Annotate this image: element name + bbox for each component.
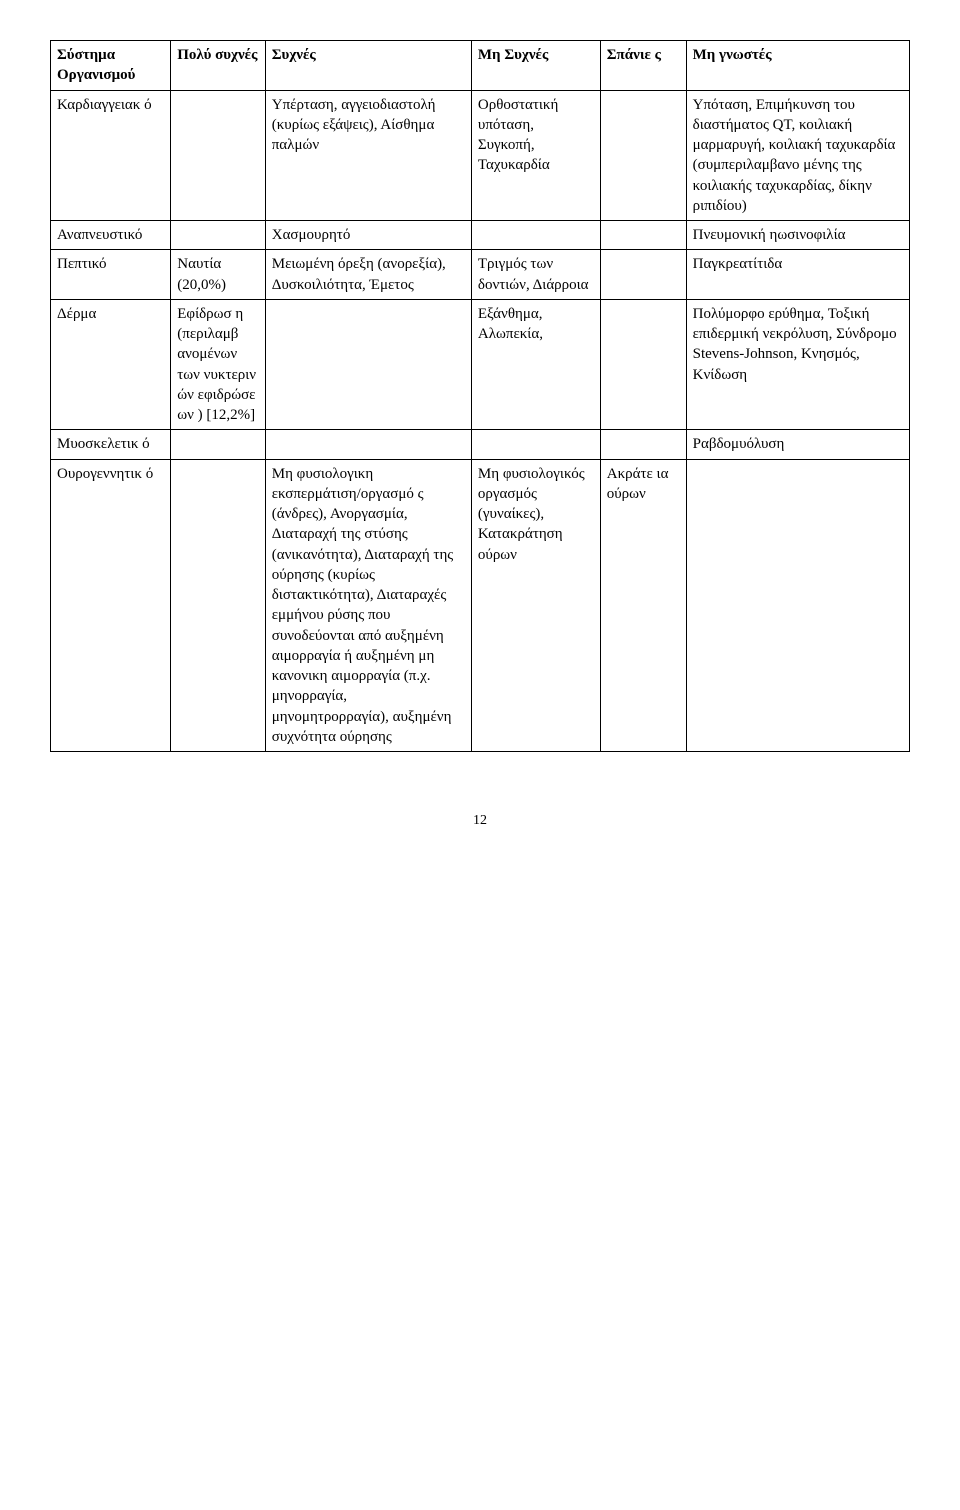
cell-rare: [600, 250, 686, 300]
cell-verycommon: Ναυτία (20,0%): [171, 250, 265, 300]
cell-common: Μειωμένη όρεξη (ανορεξία), Δυσκοιλιότητα…: [265, 250, 471, 300]
cell-uncommon: Τριγμός των δοντιών, Διάρροια: [471, 250, 600, 300]
cell-rare: [600, 90, 686, 221]
cell-verycommon: [171, 90, 265, 221]
cell-system: Δέρμα: [51, 299, 171, 430]
cell-system: Μυοσκελετικ ό: [51, 430, 171, 459]
cell-system: Πεπτικό: [51, 250, 171, 300]
header-system: Σύστημα Οργανισμού: [51, 41, 171, 91]
cell-unknown: Πνευμονική ηωσινοφιλία: [686, 221, 909, 250]
header-very-common: Πολύ συχνές: [171, 41, 265, 91]
cell-system: Καρδιαγγειακ ό: [51, 90, 171, 221]
adverse-effects-table: Σύστημα Οργανισμού Πολύ συχνές Συχνές Μη…: [50, 40, 910, 752]
cell-common: [265, 430, 471, 459]
page-number: 12: [50, 812, 910, 831]
cell-unknown: Υπόταση, Επιμήκυνση του διαστήματος QT, …: [686, 90, 909, 221]
cell-system: Ουρογεννητικ ό: [51, 459, 171, 752]
cell-verycommon: [171, 430, 265, 459]
cell-verycommon: Εφίδρωσ η (περιλαμβ ανομένων των νυκτερι…: [171, 299, 265, 430]
cell-unknown: Πολύμορφο ερύθημα, Τοξική επιδερμική νεκ…: [686, 299, 909, 430]
cell-unknown: [686, 459, 909, 752]
cell-rare: Ακράτε ια ούρων: [600, 459, 686, 752]
cell-verycommon: [171, 221, 265, 250]
cell-common: Μη φυσιολογικη εκσπερμάτιση/οργασμό ς (ά…: [265, 459, 471, 752]
table-row: Δέρμα Εφίδρωσ η (περιλαμβ ανομένων των ν…: [51, 299, 910, 430]
cell-uncommon: Εξάνθημα, Αλωπεκία,: [471, 299, 600, 430]
cell-verycommon: [171, 459, 265, 752]
cell-unknown: Παγκρεατίτιδα: [686, 250, 909, 300]
cell-rare: [600, 299, 686, 430]
header-uncommon: Μη Συχνές: [471, 41, 600, 91]
cell-uncommon: Ορθοστατική υπόταση, Συγκοπή, Ταχυκαρδία: [471, 90, 600, 221]
table-row: Μυοσκελετικ ό Ραβδομυόλυση: [51, 430, 910, 459]
table-row: Πεπτικό Ναυτία (20,0%) Μειωμένη όρεξη (α…: [51, 250, 910, 300]
cell-system: Αναπνευστικό: [51, 221, 171, 250]
cell-rare: [600, 221, 686, 250]
table-header-row: Σύστημα Οργανισμού Πολύ συχνές Συχνές Μη…: [51, 41, 910, 91]
cell-uncommon: Μη φυσιολογικός οργασμός (γυναίκες), Κατ…: [471, 459, 600, 752]
cell-uncommon: [471, 430, 600, 459]
cell-common: Υπέρταση, αγγειοδιαστολή (κυρίως εξάψεις…: [265, 90, 471, 221]
cell-rare: [600, 430, 686, 459]
cell-common: [265, 299, 471, 430]
cell-common: Χασμουρητό: [265, 221, 471, 250]
table-row: Καρδιαγγειακ ό Υπέρταση, αγγειοδιαστολή …: [51, 90, 910, 221]
cell-uncommon: [471, 221, 600, 250]
header-unknown: Μη γνωστές: [686, 41, 909, 91]
table-row: Αναπνευστικό Χασμουρητό Πνευμονική ηωσιν…: [51, 221, 910, 250]
cell-unknown: Ραβδομυόλυση: [686, 430, 909, 459]
table-row: Ουρογεννητικ ό Μη φυσιολογικη εκσπερμάτι…: [51, 459, 910, 752]
header-rare: Σπάνιε ς: [600, 41, 686, 91]
header-common: Συχνές: [265, 41, 471, 91]
